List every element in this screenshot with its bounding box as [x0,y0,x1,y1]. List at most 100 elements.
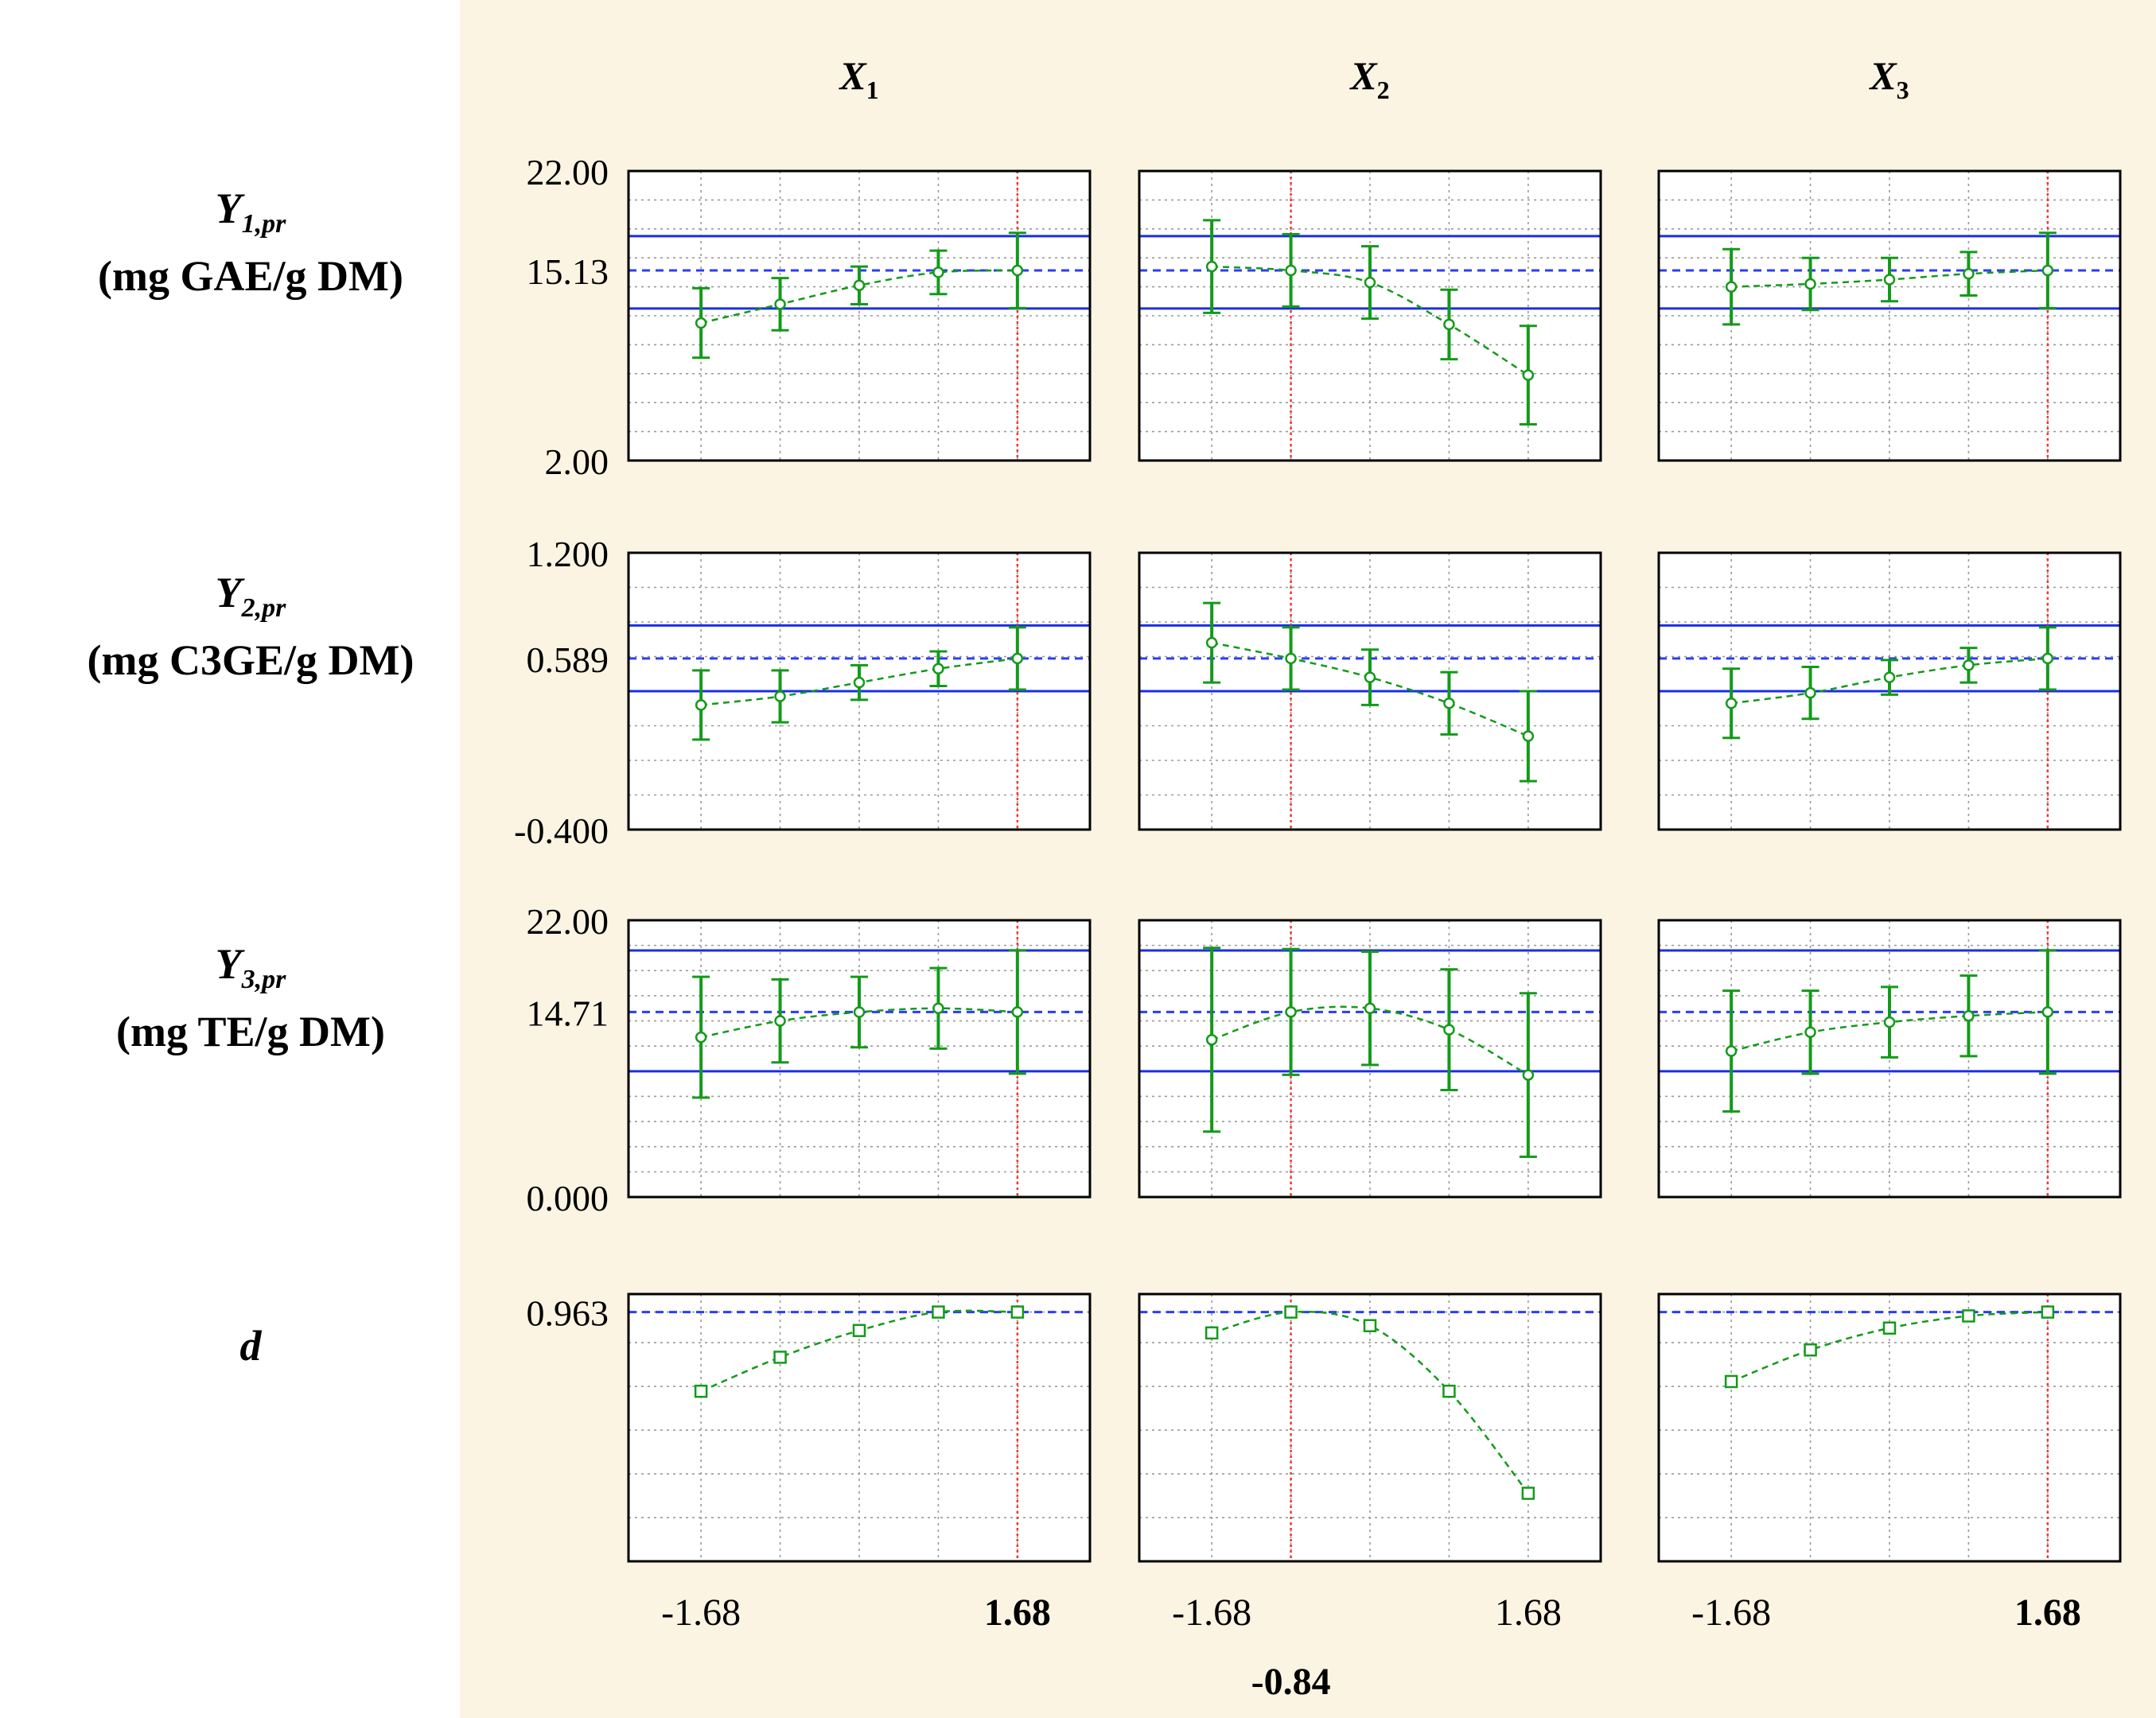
panel-grid [629,171,1090,461]
data-point [1011,264,1024,277]
series-curve [1211,1005,1529,1076]
data-point [1963,267,1975,280]
data-point [853,676,866,689]
data-point [2041,1006,2054,1018]
data-point [1522,1069,1535,1081]
row-unit-label: (mg TE/g DM) [116,1008,385,1055]
row-label-var: Y [216,940,246,988]
panel-frame [627,919,1092,1199]
y-tick-label: 0.589 [527,639,609,680]
series-curve [1211,1310,1529,1495]
data-point [1010,1305,1025,1319]
data-point [1804,1026,1816,1039]
data-point [1521,1487,1535,1500]
row-label-3: Y3,pr [216,940,287,994]
data-point [853,279,866,292]
panel-r4-c3 [1657,1292,2122,1563]
y-tick-label: 15.13 [527,251,609,292]
data-point [1522,369,1535,381]
data-point [1364,671,1376,683]
panel-r1-c3 [1657,169,2122,462]
y-tick-label: 22.00 [527,901,609,942]
panel-r1-c1 [627,169,1092,462]
data-point [1363,1319,1377,1332]
data-point [1443,318,1455,331]
column-header-var: X [838,53,867,98]
data-point [1442,1384,1456,1398]
data-point [1011,1006,1024,1018]
panel-frame [627,551,1092,831]
panel-grid [1659,553,2120,830]
data-point [1205,260,1218,273]
data-point [932,1002,944,1014]
column-header-sub: 1 [866,76,879,104]
panel-r2-c2 [1138,551,1602,831]
data-point [774,1015,786,1027]
data-point [853,1006,866,1018]
panel-r3-c2 [1138,919,1602,1199]
data-point [1364,276,1376,289]
x-tick-label: -1.68 [661,1592,741,1634]
panel-frame [1138,919,1602,1199]
x-tick-label: -1.68 [1172,1592,1251,1634]
data-point [1011,652,1024,665]
data-point [1883,274,1896,286]
data-point [1204,1326,1219,1340]
data-point [852,1323,866,1338]
data-point [1285,1006,1297,1018]
data-point [1285,652,1297,665]
y-tick-label: 2.00 [545,441,609,482]
y-tick-label: 0.963 [527,1293,609,1334]
data-point [1883,1016,1896,1028]
data-point [694,1384,708,1398]
data-point [932,663,944,674]
panel-r3-c1 [627,919,1092,1199]
data-point [774,298,786,310]
panel-r4-c1 [627,1292,1092,1563]
x-tick-label: 1.68 [984,1592,1051,1634]
y-tick-label: 22.00 [527,152,609,192]
data-point [1962,1309,1975,1323]
panel-frame [627,169,1092,462]
row-label-sub: 2,pr [241,593,287,623]
data-point [1724,1374,1738,1389]
row-label-var: Y [216,185,246,232]
row-label-1: Y1,pr [216,185,287,239]
data-point [1364,1002,1376,1014]
y-tick-label: -0.400 [514,810,609,851]
data-point [1443,697,1455,709]
panel-r2-c1 [627,551,1092,831]
data-point [1725,697,1738,709]
panel-grid [1659,171,2120,461]
data-point [1285,264,1297,277]
row-label-4: d [240,1322,263,1370]
data-point [1963,659,1975,671]
panel-frame [627,1292,1092,1563]
data-point [2041,1305,2055,1319]
column-header-var: X [1348,53,1378,98]
data-point [2041,264,2054,277]
data-point [773,1351,787,1364]
row-unit-label: (mg C3GE/g DM) [88,636,414,684]
x-tick-label: 1.68 [1495,1592,1562,1634]
panel-plot-area [1659,920,2120,1197]
panel-frame [1657,919,2122,1199]
column-header-sub: 2 [1377,76,1390,104]
panel-frame [1138,551,1602,831]
row-label-sub: 3,pr [241,965,287,994]
data-point [1882,1321,1897,1335]
row-label-2: Y2,pr [216,569,287,623]
panel-plot-area [629,920,1090,1197]
row-label-sub: 1,pr [242,209,287,239]
panel-r3-c3 [1657,919,2122,1199]
panel-frame [1657,169,2122,462]
data-point [1883,671,1896,683]
data-point [1725,281,1738,293]
data-point [1284,1305,1298,1319]
data-point [774,690,786,702]
data-point [1804,686,1816,699]
data-point [695,317,707,329]
x-tick-label: -1.68 [1691,1592,1771,1634]
x-tick-label: 1.68 [2014,1592,2081,1634]
data-point [1804,1343,1817,1357]
